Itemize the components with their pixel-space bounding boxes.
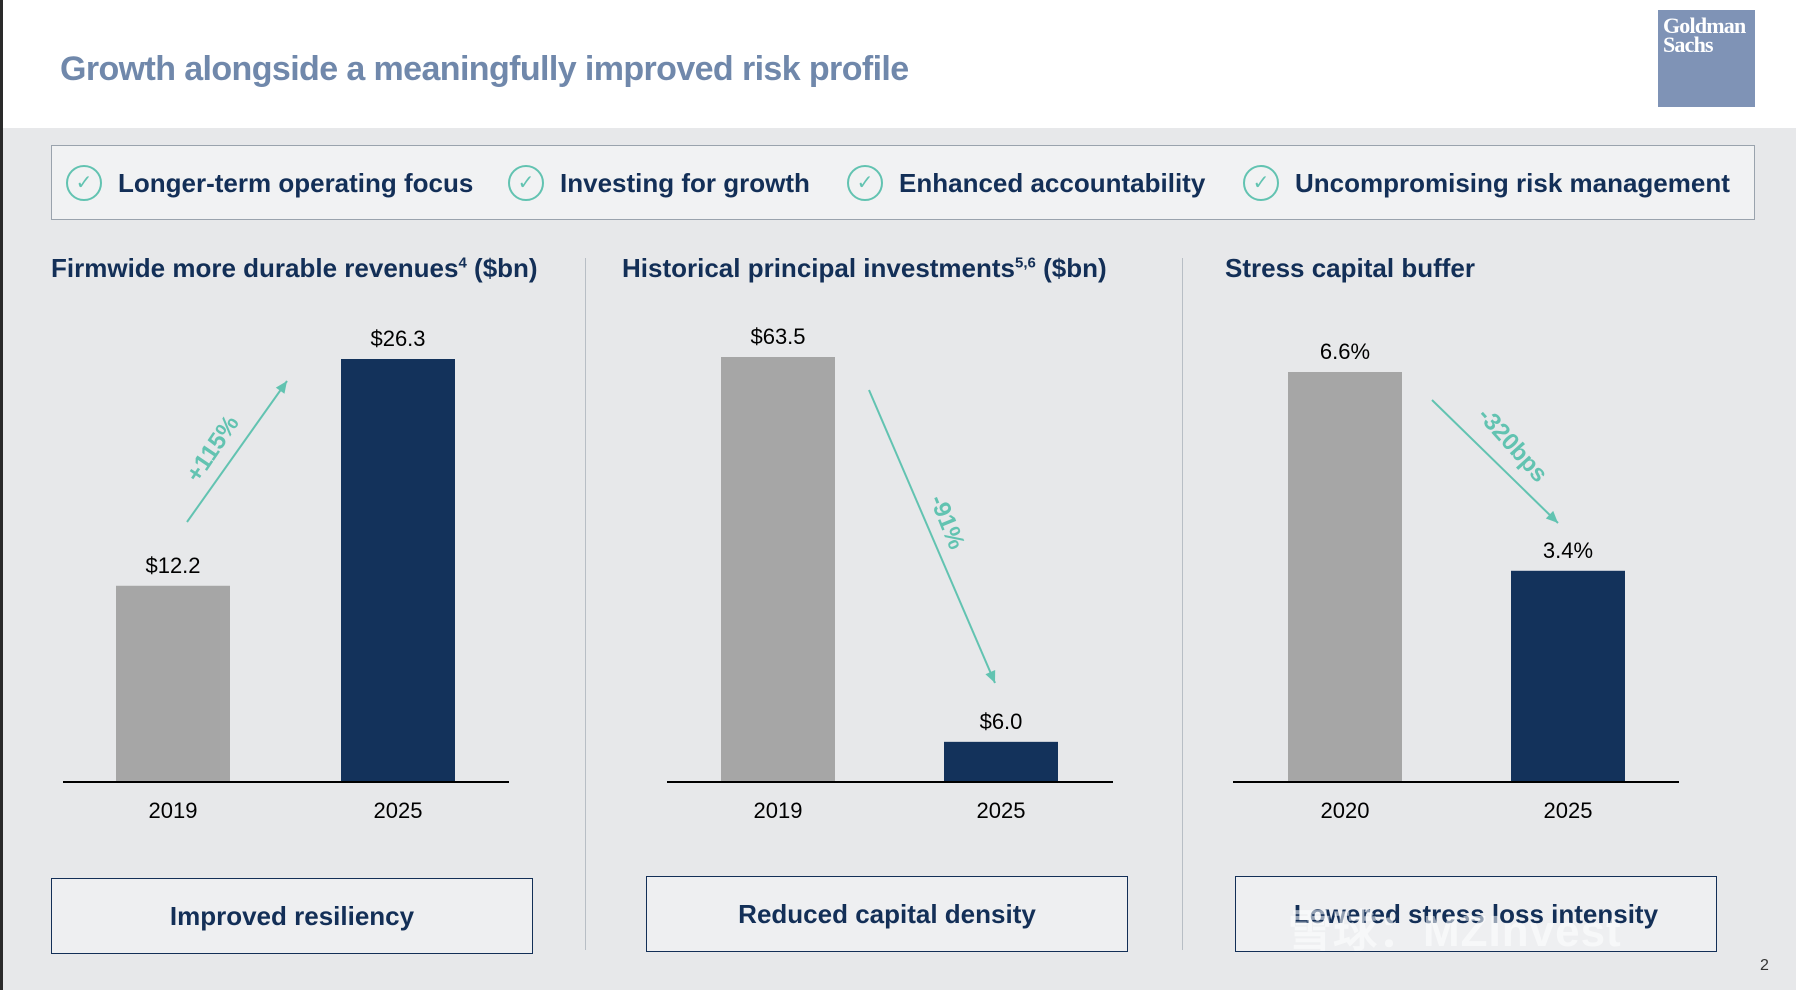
change-arrow (186, 380, 288, 523)
logo-line-1: Goldman (1663, 13, 1746, 38)
pillars-banner: ✓ Longer-term operating focus ✓ Investin… (51, 145, 1755, 220)
check-circle-icon: ✓ (508, 165, 544, 201)
footnote-ref: 4 (458, 254, 467, 272)
bar-2019 (721, 357, 835, 782)
bar-2019 (116, 585, 230, 782)
bar-chart-svg: 6.6% 2020 3.4% 2025 -320bps (1233, 339, 1679, 823)
data-label-2020: 6.6% (1320, 339, 1370, 364)
chart-title: Historical principal investments5,6 ($bn… (622, 253, 1107, 283)
pillar-4: ✓ Uncompromising risk management (1243, 163, 1730, 203)
bar-2025 (1511, 570, 1625, 782)
arrowhead-icon (1545, 510, 1558, 523)
data-label-2025: $6.0 (980, 709, 1023, 734)
page-title: Growth alongside a meaningfully improved… (60, 50, 909, 88)
pillar-2: ✓ Investing for growth (508, 163, 810, 203)
footnote-ref: 5,6 (1015, 254, 1036, 272)
check-circle-icon: ✓ (1243, 165, 1279, 201)
caption-lowered-stress-loss-intensity: Lowered stress loss intensity (1235, 876, 1717, 952)
bar-2025 (944, 741, 1058, 782)
chart-title: Firmwide more durable revenues4 ($bn) (51, 253, 538, 283)
change-label: -91% (924, 491, 970, 553)
column-divider (585, 258, 586, 950)
x-tick-2025: 2025 (374, 798, 423, 823)
data-label-2025: 3.4% (1543, 538, 1593, 563)
bar-chart-svg: $63.5 2019 $6.0 2025 -91% (667, 324, 1113, 823)
check-circle-icon: ✓ (66, 165, 102, 201)
x-tick-2025: 2025 (977, 798, 1026, 823)
change-label: -320bps (1472, 402, 1553, 487)
caption-improved-resiliency: Improved resiliency (51, 878, 533, 954)
page-number: 2 (1760, 957, 1769, 974)
change-arrow (1431, 399, 1559, 524)
pillar-label: Enhanced accountability (899, 167, 1206, 198)
arrowhead-icon (275, 381, 287, 394)
column-divider (1182, 258, 1183, 950)
watermark: 雪球：MZInvest (1288, 907, 1622, 956)
pillar-1: ✓ Longer-term operating focus (66, 163, 473, 203)
pillar-3: ✓ Enhanced accountability (847, 163, 1205, 203)
x-tick-2019: 2019 (149, 798, 198, 823)
arrowhead-icon (985, 670, 996, 683)
data-label-2019: $12.2 (145, 553, 200, 578)
pillar-label: Longer-term operating focus (118, 167, 474, 198)
chart-title: Stress capital buffer (1225, 253, 1475, 283)
logo-line-2: Sachs (1663, 32, 1714, 57)
pillar-label: Uncompromising risk management (1295, 167, 1730, 198)
change-arrow (868, 389, 996, 684)
check-circle-icon: ✓ (847, 165, 883, 201)
x-tick-2020: 2020 (1321, 798, 1370, 823)
data-label-2019: $63.5 (750, 324, 805, 349)
bar-chart-svg: $12.2 2019 $26.3 2025 +115% (63, 326, 509, 823)
bar-2025 (341, 359, 455, 782)
change-label: +115% (181, 411, 245, 488)
pillar-label: Investing for growth (560, 167, 810, 198)
header-band: Growth alongside a meaningfully improved… (0, 0, 1796, 128)
goldman-sachs-logo: Goldman Sachs (1658, 10, 1755, 107)
caption-reduced-capital-density: Reduced capital density (646, 876, 1128, 952)
x-tick-2025: 2025 (1544, 798, 1593, 823)
x-tick-2019: 2019 (754, 798, 803, 823)
bar-2020 (1288, 372, 1402, 782)
data-label-2025: $26.3 (370, 326, 425, 351)
left-edge-rule (0, 128, 3, 990)
